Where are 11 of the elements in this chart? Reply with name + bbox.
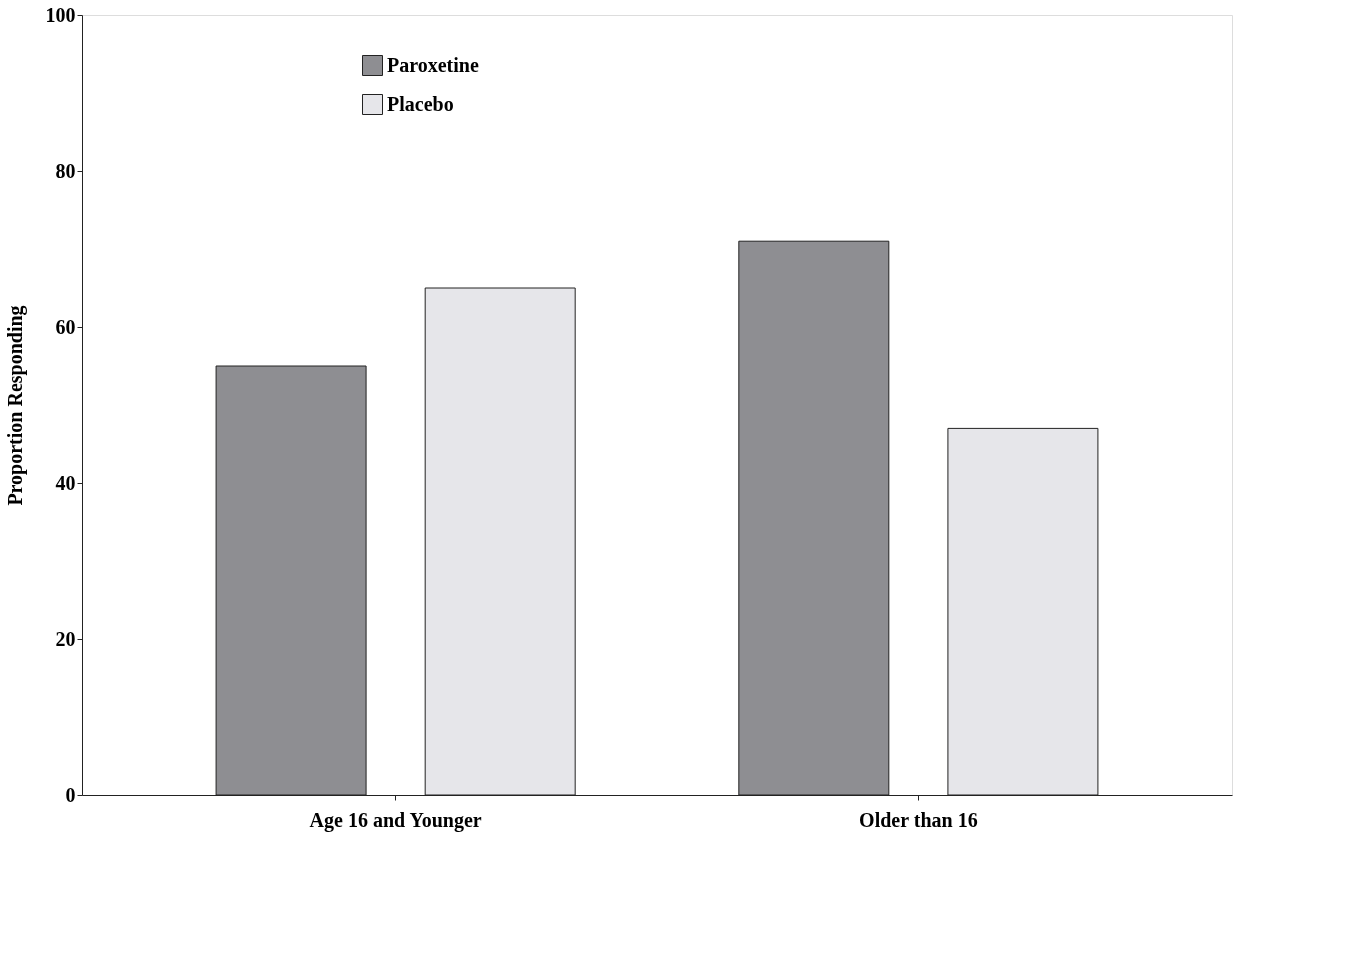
y-tick-label: 40 xyxy=(55,471,76,494)
y-tick-label: 100 xyxy=(45,3,76,26)
y-tick-label: 80 xyxy=(55,159,76,182)
legend-label: Paroxetine xyxy=(387,53,479,76)
x-tick-label: Older than 16 xyxy=(859,808,978,831)
y-axis-title: Proportion Responding xyxy=(3,305,27,506)
y-tick-label: 60 xyxy=(55,315,76,338)
y-tick-label: 20 xyxy=(55,627,76,650)
y-tick-label: 0 xyxy=(65,783,76,806)
x-tick-label: Age 16 and Younger xyxy=(309,808,482,832)
legend-label: Placebo xyxy=(387,92,454,115)
